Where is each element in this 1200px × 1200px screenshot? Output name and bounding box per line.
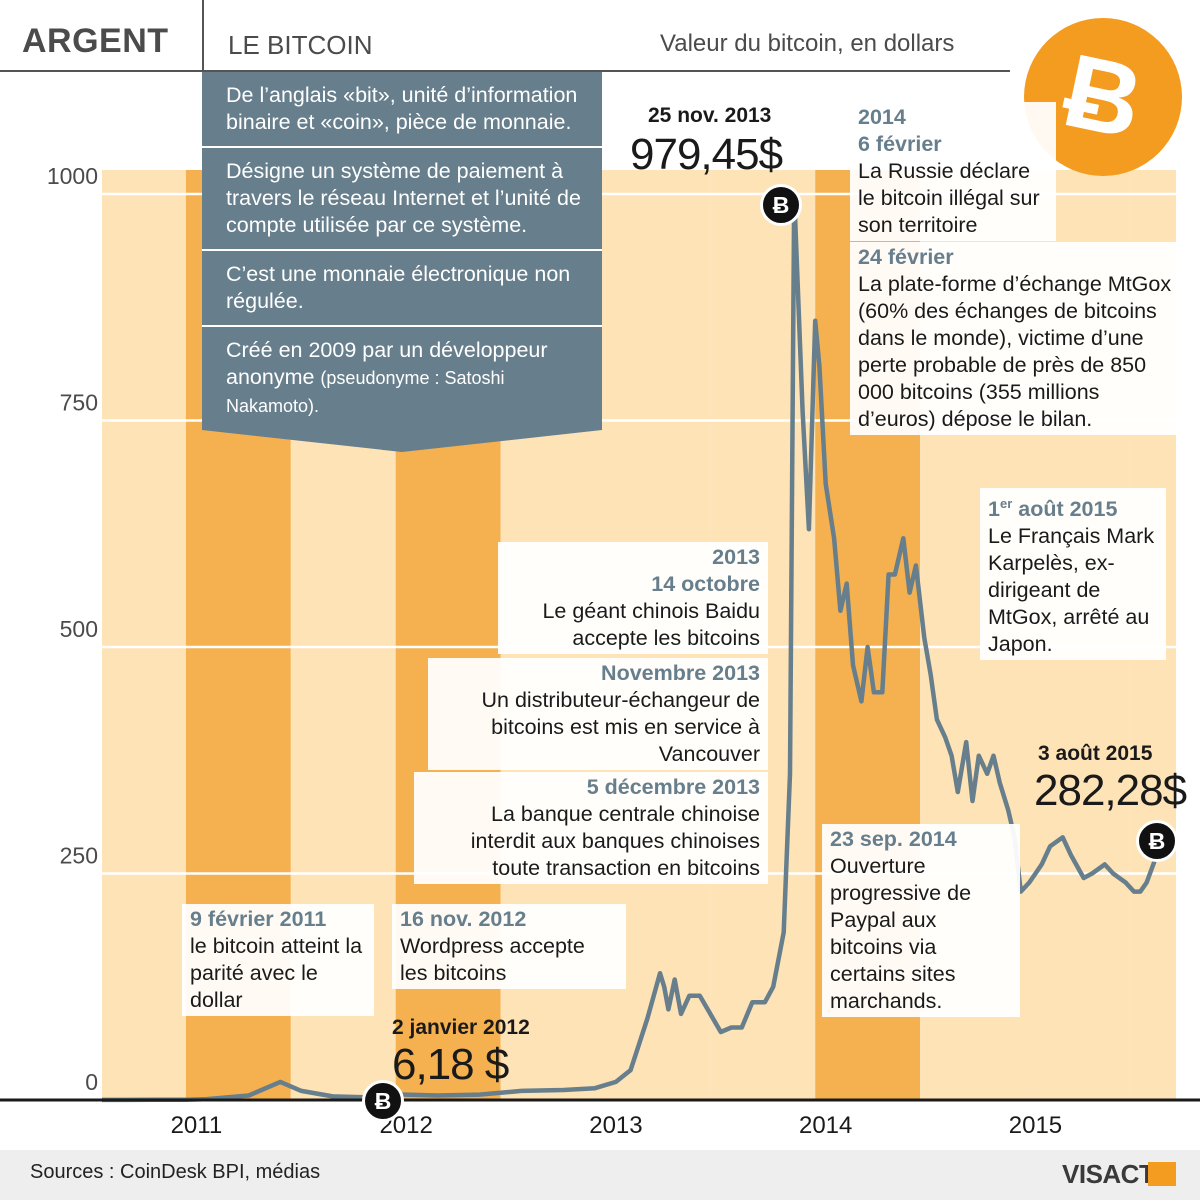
annotation-text: Un distributeur-échangeur de bitcoins es… xyxy=(481,688,760,766)
sources-note: Sources : CoinDesk BPI, médias xyxy=(30,1161,321,1183)
annotation-date: 14 octobre xyxy=(651,572,760,596)
annotation-2011: 9 février 2011 le bitcoin atteint la par… xyxy=(182,904,374,1016)
definition-box: C’est une monnaie électronique non régul… xyxy=(202,251,602,327)
annotation-wordpress: 16 nov. 2012 Wordpress accepte les bitco… xyxy=(392,904,626,989)
definition-text: C’est une monnaie électronique non régul… xyxy=(226,262,571,313)
annotation-date: 23 sep. 2014 xyxy=(830,827,957,851)
annotation-text: Ouverture progressive de Paypal aux bitc… xyxy=(830,854,972,1013)
topic-title: LE BITCOIN xyxy=(228,30,373,60)
annotation-date: 1er août 2015 xyxy=(988,490,1158,523)
definition-text: Créé en 2009 par un développeur anonyme xyxy=(226,338,548,389)
section-label: ARGENT xyxy=(22,22,169,60)
annotation-vancouver: Novembre 2013 Un distributeur-échangeur … xyxy=(428,658,768,770)
annotation-date-day: 1 xyxy=(988,497,1000,522)
x-tick-label: 2011 xyxy=(170,1112,223,1139)
y-tick-label: 500 xyxy=(60,616,98,642)
x-tick-label: 2014 xyxy=(798,1112,853,1139)
y-tick-label: 750 xyxy=(60,390,98,416)
annotation-text: le bitcoin atteint la parité avec le dol… xyxy=(190,934,363,1012)
annotation-date: 5 décembre 2013 xyxy=(586,775,760,799)
annotation-date: 6 février xyxy=(858,132,942,156)
brand-mark-icon xyxy=(1148,1162,1176,1186)
last-date: 3 août 2015 xyxy=(1038,742,1153,765)
annotation-karpeles: 1er août 2015 Le Français Mark Karpelès,… xyxy=(980,488,1166,661)
definition-note: (pseudonyme : Satoshi Nakamoto). xyxy=(226,368,505,416)
bitcoin-marker-icon: Ƀ xyxy=(1136,820,1178,862)
definition-box: Créé en 2009 par un développeur anonyme … xyxy=(202,327,602,430)
peak-value: 979,45$ xyxy=(630,130,783,179)
annotation-date: 9 février 2011 xyxy=(190,907,327,931)
annotation-text: La Russie déclare le bitcoin illégal sur… xyxy=(858,159,1040,237)
last-value: 282,28$ xyxy=(1034,766,1187,815)
header-divider xyxy=(202,0,204,72)
bitcoin-marker-glyph: Ƀ xyxy=(772,192,790,218)
annotation-text: La plate-forme d’échange MtGox (60% des … xyxy=(858,272,1172,431)
annotation-text: La banque centrale chinoise interdit aux… xyxy=(470,802,760,880)
annotation-russia: 2014 6 février La Russie déclare le bitc… xyxy=(850,102,1056,241)
annotation-china-bank: 5 décembre 2013 La banque centrale chino… xyxy=(414,772,768,884)
y-axis: 0 250 500 750 1000 xyxy=(47,163,98,1095)
x-tick-label: 2015 xyxy=(1008,1112,1063,1139)
price-line xyxy=(101,191,1174,1103)
low-date: 2 janvier 2012 xyxy=(392,1016,530,1039)
x-tick-label: 2013 xyxy=(589,1112,643,1139)
annotation-date-suffix: er xyxy=(999,496,1013,511)
year-band xyxy=(102,170,186,1100)
y-tick-label: 0 xyxy=(85,1069,98,1095)
annotation-mtgox: 24 février La plate-forme d’échange MtGo… xyxy=(850,242,1180,435)
bitcoin-marker-glyph: Ƀ xyxy=(374,1088,392,1114)
annotation-year: 2013 xyxy=(712,545,760,569)
bitcoin-marker-icon: Ƀ xyxy=(362,1080,404,1122)
bitcoin-marker-glyph: Ƀ xyxy=(1148,828,1166,854)
annotation-baidu: 2013 14 octobre Le géant chinois Baidu a… xyxy=(498,542,768,654)
annotation-paypal: 23 sep. 2014 Ouverture progressive de Pa… xyxy=(822,824,1020,1017)
annotation-date: Novembre 2013 xyxy=(601,661,760,685)
y-tick-label: 1000 xyxy=(47,163,98,189)
annotation-text: Wordpress accepte les bitcoins xyxy=(400,934,585,985)
definition-text: De l’anglais «bit», unité d’information … xyxy=(226,83,578,134)
definition-text: Désigne un système de paiement à travers… xyxy=(226,159,581,237)
definition-pointer xyxy=(202,430,602,452)
chart-subtitle: Valeur du bitcoin, en dollars xyxy=(660,30,955,57)
annotation-date-rest: août 2015 xyxy=(1012,497,1118,522)
definition-panel: De l’anglais «bit», unité d’information … xyxy=(202,72,602,452)
peak-date: 25 nov. 2013 xyxy=(648,104,772,127)
annotation-text: Le géant chinois Baidu accepte les bitco… xyxy=(542,599,760,650)
bitcoin-marker-icon: Ƀ xyxy=(760,184,802,226)
low-value: 6,18 $ xyxy=(392,1040,509,1089)
footer: Sources : CoinDesk BPI, médias VISACTU xyxy=(0,1150,1200,1200)
y-tick-label: 250 xyxy=(60,843,98,869)
header-rule xyxy=(0,70,1010,72)
annotation-year: 2014 xyxy=(858,105,906,129)
definition-box: Désigne un système de paiement à travers… xyxy=(202,148,602,251)
annotation-date: 16 nov. 2012 xyxy=(400,907,527,931)
definition-box: De l’anglais «bit», unité d’information … xyxy=(202,72,602,148)
annotation-text: Le Français Mark Karpelès, ex-dirigeant … xyxy=(988,524,1155,657)
annotation-date: 24 février xyxy=(858,245,954,269)
